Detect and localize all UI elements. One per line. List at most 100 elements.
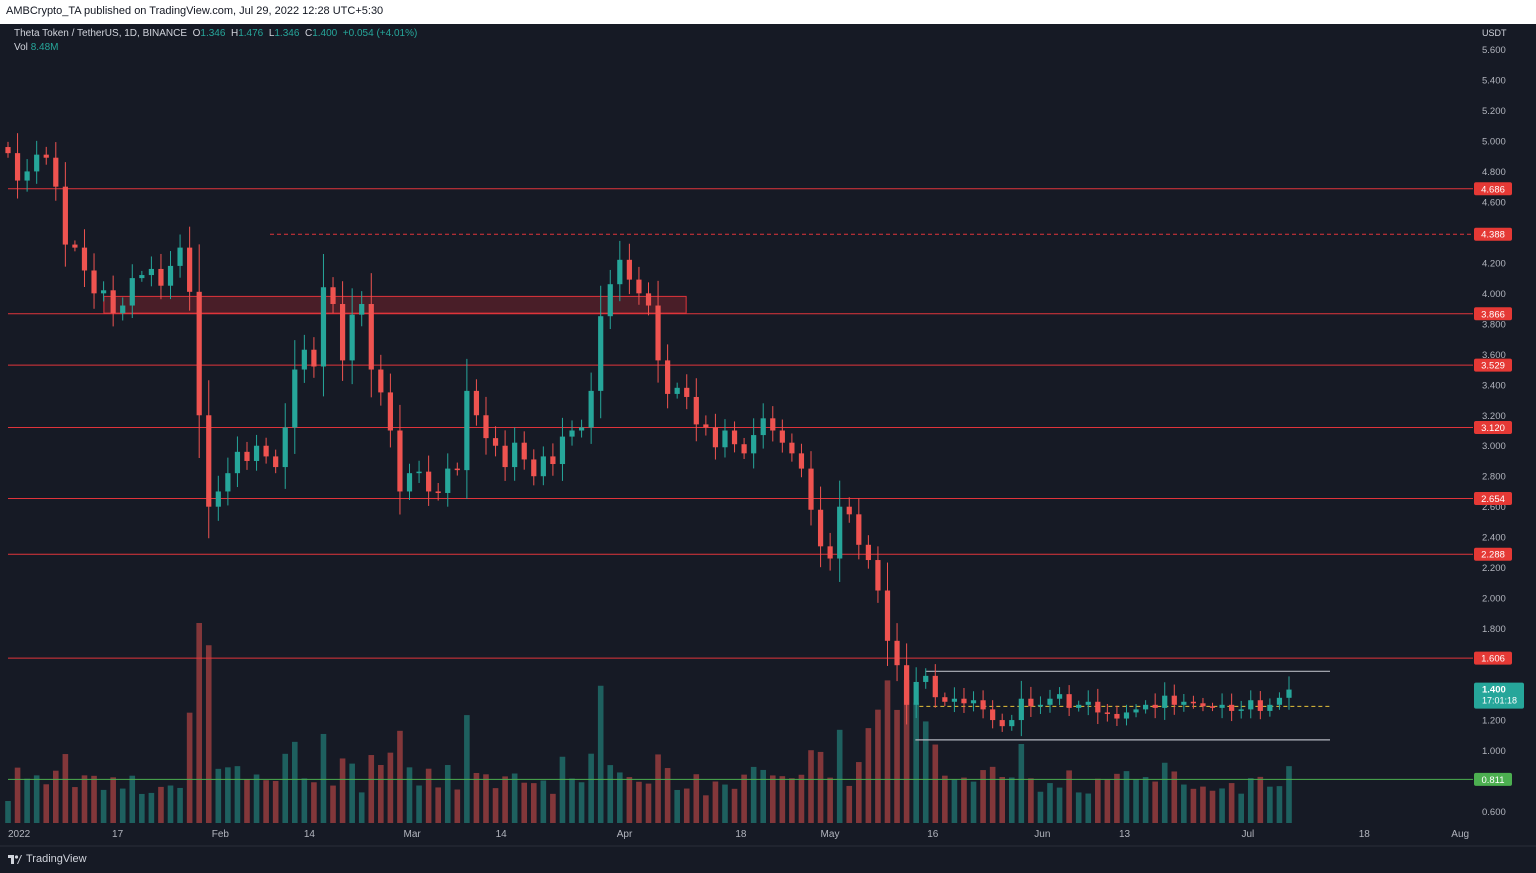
volume-bar — [14, 767, 21, 823]
open-value: 1.346 — [200, 28, 226, 39]
volume-bar — [827, 777, 833, 823]
candle-body — [789, 442, 795, 454]
high-value: 1.476 — [238, 28, 264, 39]
candle-body — [492, 438, 499, 446]
volume-bar — [1171, 771, 1178, 823]
y-tick-label: 3.400 — [1482, 380, 1506, 391]
volume-bar — [884, 680, 891, 823]
candle-body — [1190, 701, 1197, 704]
candle-body — [1238, 709, 1244, 711]
y-tick-label: 1.000 — [1482, 746, 1506, 757]
x-tick-label: May — [821, 829, 840, 840]
candle-body — [884, 590, 891, 641]
level-label: 0.811 — [1481, 775, 1504, 786]
level-tag — [1474, 182, 1512, 196]
volume-bar — [358, 792, 365, 823]
volume-bar — [961, 777, 967, 823]
volume-bar — [836, 729, 843, 823]
candle-body — [320, 287, 327, 367]
y-tick-label: 3.000 — [1482, 441, 1506, 452]
volume-bar — [177, 787, 183, 823]
volume-bar — [91, 775, 97, 823]
volume-bar — [607, 765, 614, 823]
candle-body — [100, 290, 107, 294]
candle-body — [569, 430, 575, 437]
candle-body — [645, 293, 652, 306]
volume-bar — [167, 785, 174, 823]
tradingview-logo-icon — [8, 854, 22, 864]
volume-bar — [1133, 779, 1139, 823]
publisher-bar: AMBCrypto_TA published on TradingView.co… — [0, 0, 1536, 24]
volume-bar — [712, 781, 719, 823]
candle-body — [827, 546, 833, 559]
volume-bar — [186, 712, 193, 823]
y-tick-label: 5.200 — [1482, 106, 1506, 117]
candle-body — [263, 445, 269, 457]
candle-body — [865, 544, 871, 561]
volume-bar — [244, 779, 250, 823]
volume-bar — [942, 775, 948, 823]
y-tick-label: 2.800 — [1482, 472, 1506, 483]
trading-range — [915, 670, 1330, 741]
candle-body — [856, 514, 862, 545]
candle-body — [951, 698, 958, 702]
volume-bar — [674, 789, 680, 823]
candle-body — [148, 268, 154, 276]
volume-bar — [291, 741, 298, 823]
x-tick-label: Apr — [617, 829, 633, 840]
volume-bar — [330, 785, 336, 823]
candle-body — [636, 279, 642, 294]
volume-bar — [435, 787, 441, 823]
candle-body — [1248, 700, 1254, 710]
candle-body — [416, 471, 422, 474]
volume-bar — [253, 774, 260, 823]
candle-body — [559, 436, 566, 465]
y-tick-label: 4.800 — [1482, 167, 1506, 178]
level-tag — [1474, 491, 1512, 505]
candle-body — [894, 640, 900, 666]
y-tick-label: 4.000 — [1482, 289, 1506, 300]
y-tick-label: 2.000 — [1482, 594, 1506, 605]
candle-body — [1114, 713, 1120, 719]
volume-bar — [1238, 793, 1245, 823]
tradingview-watermark: TradingView — [8, 853, 87, 865]
volume-bar — [750, 766, 757, 823]
volume-bar — [110, 777, 116, 823]
y-tick-label: 2.400 — [1482, 533, 1506, 544]
candle-body — [206, 415, 212, 507]
candle-body — [177, 247, 183, 266]
volume-bar — [683, 788, 690, 823]
candle-body — [473, 390, 480, 416]
candle-body — [215, 491, 221, 507]
price-chart[interactable]: 5.600 5.400 5.200 5.000 4.800 4.600 4.200 4.000… — [0, 24, 1536, 873]
volume-bar — [148, 792, 155, 823]
y-tick-label: 2.600 — [1482, 502, 1506, 513]
candle-body — [1104, 712, 1110, 714]
volume-bar — [779, 776, 786, 823]
volume-bar — [511, 773, 518, 823]
candle-body — [244, 451, 250, 461]
candle-body — [1162, 695, 1168, 708]
volume-bar — [158, 786, 164, 823]
volume-bar — [1056, 787, 1063, 823]
candle-body — [311, 349, 317, 367]
volume-bar — [559, 756, 566, 823]
volume-bar — [1142, 777, 1149, 823]
volume-bar — [578, 782, 585, 823]
candle-body — [1200, 703, 1206, 707]
candle-body — [253, 445, 260, 461]
candle-body — [1123, 712, 1130, 719]
volume-bar — [406, 767, 413, 823]
volume-bar — [378, 765, 384, 823]
volume-bar — [980, 770, 986, 823]
volume-bar — [272, 780, 279, 823]
candle-body — [5, 147, 11, 154]
y-tick-label: 0.600 — [1482, 807, 1506, 818]
watermark-text: TradingView — [26, 853, 87, 865]
volume-bar — [464, 715, 470, 823]
volume-bar — [24, 778, 30, 823]
volume-bar — [569, 778, 575, 823]
volume-bar — [320, 733, 327, 823]
volume-bar — [43, 784, 50, 823]
volume-bar — [903, 680, 910, 823]
